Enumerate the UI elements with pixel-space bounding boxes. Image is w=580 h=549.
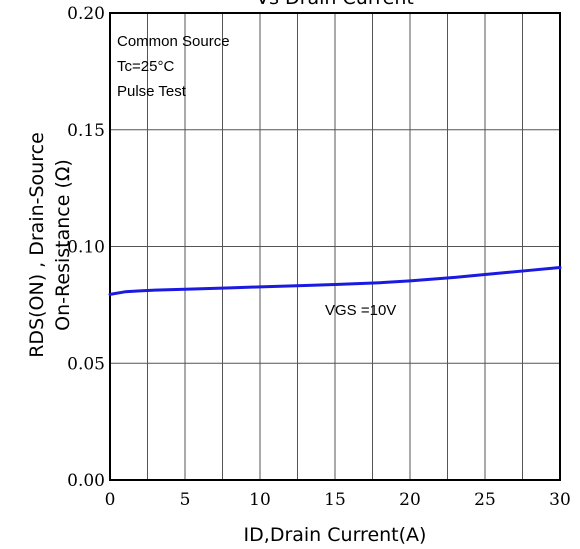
- grid: [110, 13, 560, 480]
- y-axis-title-line-2: On-Resistance (Ω): [52, 159, 74, 331]
- annotation-temperature: Tc=25°C: [117, 58, 174, 75]
- y-tick-label: 0.05: [67, 354, 105, 374]
- series-line-vgs-10v: [108, 266, 562, 296]
- annotation-common-source: Common Source: [117, 33, 230, 50]
- y-tick-label: 0.15: [67, 121, 105, 141]
- chart-title: Vs Drain Current: [256, 0, 414, 9]
- x-tick-label: 20: [399, 490, 421, 510]
- tick-labels: 0 5 10 15 20 25 30 0.00 0.05 0.10 0.15 0.20: [67, 4, 571, 510]
- annotation-pulse-test: Pulse Test: [117, 83, 187, 100]
- y-tick-label: 0.00: [67, 471, 105, 491]
- y-axis-title-line-1: RDS(ON) , Drain-Source: [26, 132, 48, 358]
- x-tick-label: 0: [105, 490, 116, 510]
- x-tick-label: 10: [249, 490, 271, 510]
- x-tick-label: 5: [180, 490, 191, 510]
- x-tick-label: 30: [549, 490, 571, 510]
- x-tick-label: 15: [324, 490, 346, 510]
- plot-frame: [109, 12, 561, 481]
- series-layer: [108, 266, 562, 296]
- x-axis-title: ID,Drain Current(A): [244, 524, 427, 546]
- x-tick-label: 25: [474, 490, 496, 510]
- y-axis-title: RDS(ON) , Drain-Source On-Resistance (Ω): [26, 132, 74, 358]
- y-tick-label: 0.20: [67, 4, 105, 24]
- annotations: Common Source Tc=25°C Pulse Test: [117, 33, 230, 100]
- y-tick-label: 0.10: [67, 238, 105, 258]
- series-label: VGS =10V: [325, 302, 396, 319]
